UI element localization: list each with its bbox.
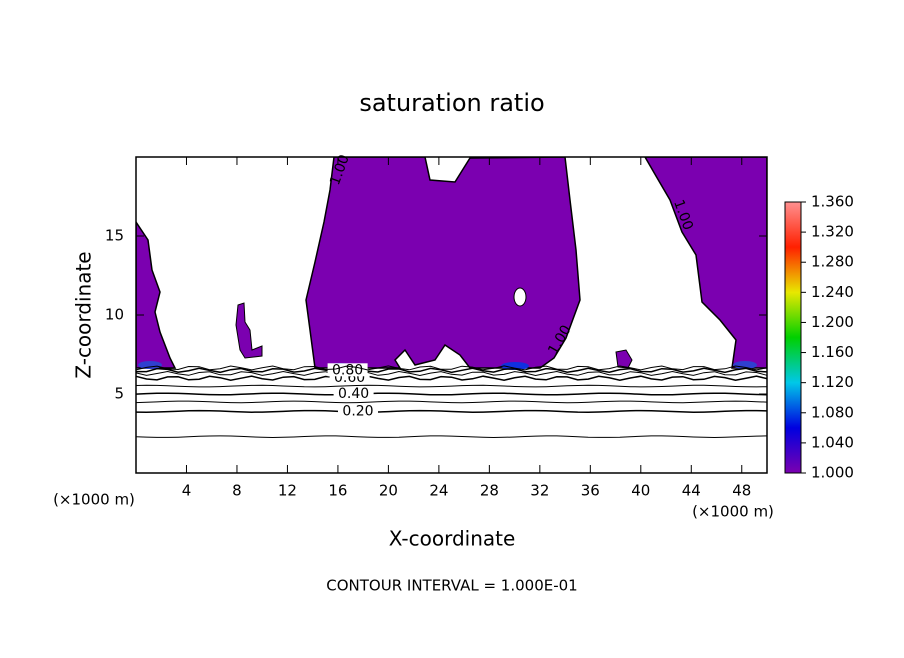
colorbar-tick-label: 1.160 xyxy=(811,343,854,361)
x-tick-label: 40 xyxy=(631,482,650,500)
contour-line xyxy=(135,400,768,404)
colorbar-tick-label: 1.320 xyxy=(811,223,854,241)
contour-line xyxy=(135,375,768,381)
colorbar xyxy=(784,201,802,474)
contour-label: 0.20 xyxy=(342,403,373,419)
colorbar-tick-label: 1.000 xyxy=(811,464,854,482)
saturated-region xyxy=(615,349,633,369)
contour-label: 0.80 xyxy=(332,362,363,378)
x-tick-label: 20 xyxy=(379,482,398,500)
contour-line xyxy=(135,392,768,396)
x-tick-label: 36 xyxy=(581,482,600,500)
high-ratio-spot xyxy=(501,362,529,370)
contour-line xyxy=(135,370,768,377)
x-tick-label: 16 xyxy=(328,482,347,500)
x-tick-label: 44 xyxy=(682,482,701,500)
x-tick-label: 24 xyxy=(429,482,448,500)
colorbar-tick-label: 1.200 xyxy=(811,313,854,331)
high-ratio-spot xyxy=(138,361,162,369)
contour-label: 0.40 xyxy=(338,386,369,402)
contour-line xyxy=(135,365,768,371)
contour-lines: 0.200.400.600.80 xyxy=(135,362,768,439)
colorbar-tick-label: 1.280 xyxy=(811,253,854,271)
saturated-regions xyxy=(136,157,767,370)
x-axis-label: X-coordinate xyxy=(389,527,516,551)
x-tick-label: 32 xyxy=(530,482,549,500)
y-tick-label: 5 xyxy=(114,385,124,403)
contour-label-bg xyxy=(327,363,368,377)
colorbar-tick-label: 1.120 xyxy=(811,373,854,391)
saturated-region xyxy=(136,220,177,369)
y-axis-label: Z-coordinate xyxy=(72,251,96,378)
unsaturated-hole xyxy=(513,287,527,307)
contour-line xyxy=(135,409,768,413)
colorbar-tick-label: 1.080 xyxy=(811,403,854,421)
y-tick-label: 15 xyxy=(105,227,124,245)
saturated-region xyxy=(235,302,263,359)
contour-label-bg xyxy=(333,387,374,400)
y-unit: (×1000 m) xyxy=(53,491,135,509)
x-tick-label: 8 xyxy=(232,482,242,500)
x-tick-label: 12 xyxy=(278,482,297,500)
contour-label-bg xyxy=(338,404,378,418)
colorbar-tick-label: 1.040 xyxy=(811,433,854,451)
contour-line xyxy=(135,435,768,439)
contour-line xyxy=(136,367,768,374)
saturated-region xyxy=(644,157,767,369)
x-tick-label: 4 xyxy=(182,482,192,500)
colorbar-tick-label: 1.360 xyxy=(811,193,854,211)
chart-title: saturation ratio xyxy=(359,89,544,117)
x-tick-label: 28 xyxy=(480,482,499,500)
x-unit: (×1000 m) xyxy=(692,503,774,521)
colorbar-tick-label: 1.240 xyxy=(811,283,854,301)
x-tick-label: 48 xyxy=(732,482,751,500)
footnote: CONTOUR INTERVAL = 1.000E-01 xyxy=(326,577,577,595)
y-tick-label: 10 xyxy=(105,306,124,324)
saturated-region xyxy=(305,157,581,369)
contour-line xyxy=(135,384,768,388)
